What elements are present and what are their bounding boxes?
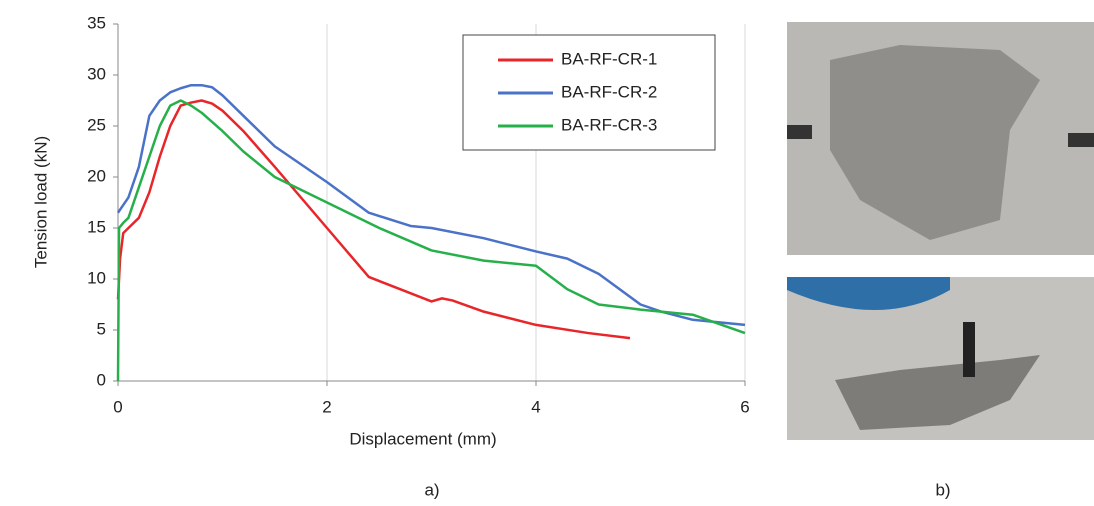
y-tick-label: 25 — [87, 115, 106, 134]
y-tick-label: 15 — [87, 217, 106, 236]
x-axis-label: Displacement (mm) — [349, 429, 496, 448]
x-tick-label: 2 — [322, 397, 331, 416]
y-tick-label: 30 — [87, 64, 106, 83]
caption: a) — [424, 480, 439, 499]
series-line — [116, 99, 631, 340]
photo-clamp — [787, 125, 812, 139]
y-tick-label: 35 — [87, 13, 106, 32]
y-tick-label: 10 — [87, 268, 106, 287]
y-tick-label: 5 — [97, 319, 106, 338]
y-tick-label: 0 — [97, 370, 106, 389]
y-axis-label: Tension load (kN) — [31, 136, 50, 268]
photo-crater — [835, 355, 1040, 430]
series-line — [116, 99, 746, 382]
x-tick-label: 0 — [113, 397, 122, 416]
caption: b) — [935, 480, 950, 499]
series-line — [116, 83, 746, 327]
legend-label: BA-RF-CR-2 — [561, 82, 657, 101]
x-tick-label: 6 — [740, 397, 749, 416]
legend-label: BA-RF-CR-1 — [561, 49, 657, 68]
photo-crater — [830, 45, 1040, 240]
photo-ring — [787, 277, 950, 310]
legend-label: BA-RF-CR-3 — [561, 115, 657, 134]
photo-anchor — [963, 322, 975, 377]
photo-clamp — [1068, 133, 1094, 147]
x-tick-label: 4 — [531, 397, 540, 416]
y-tick-label: 20 — [87, 166, 106, 185]
